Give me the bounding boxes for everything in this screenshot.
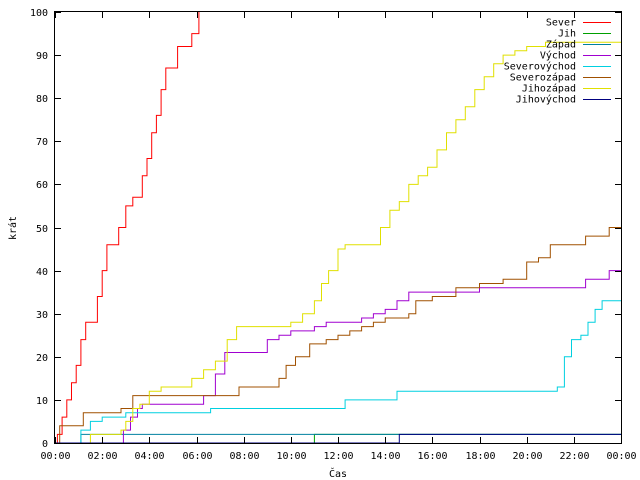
legend-label: Východ [540, 50, 576, 62]
legend-label: Západ [546, 39, 576, 51]
legend-label: Jihovýchod [516, 94, 576, 106]
x-axis-label: Čas [329, 467, 347, 480]
series-line-6 [55, 41, 621, 443]
series-line-2 [55, 433, 621, 443]
x-tick-label: 00:00 [606, 451, 636, 462]
y-axis-label: krát [7, 216, 19, 240]
legend-label: Jih [558, 29, 576, 40]
x-tick-label: 12:00 [323, 451, 353, 462]
x-tick-label: 06:00 [182, 451, 212, 462]
x-tick-label: 04:00 [134, 451, 164, 462]
y-tick-label: 10 [36, 396, 48, 407]
y-tick-label: 30 [36, 310, 48, 321]
legend-label: Sever [546, 18, 576, 29]
y-tick-label: 0 [42, 439, 48, 450]
x-tick-label: 08:00 [229, 451, 259, 462]
y-tick-label: 100 [30, 8, 48, 19]
x-tick-label: 10:00 [276, 451, 306, 462]
tick-layer: 0 10 20 30 40 50 60 70 80 90 100 00:00 02:00 04:00 06:… [30, 8, 637, 462]
legend-label: Severozápad [510, 72, 576, 84]
y-tick-label: 20 [36, 353, 48, 364]
x-tick-label: 02:00 [87, 451, 117, 462]
y-tick-label: 50 [36, 224, 48, 235]
legend-label: Severovýchod [504, 61, 576, 73]
y-tick-label: 70 [36, 137, 48, 148]
series-line-7 [55, 433, 621, 443]
series-line-3 [55, 270, 621, 443]
x-tick-label: 16:00 [417, 451, 447, 462]
series-line-5 [55, 227, 621, 443]
legend-label: Jihozápad [522, 83, 576, 95]
y-tick-label: 90 [36, 51, 48, 62]
series-line-4 [55, 300, 621, 443]
y-tick-label: 60 [36, 180, 48, 191]
x-tick-label: 00:00 [40, 451, 70, 462]
legend: SeverJihZápadVýchodSeverovýchodSeverozáp… [504, 18, 611, 106]
x-tick-label: 14:00 [370, 451, 400, 462]
series-line-0 [55, 12, 200, 443]
series-layer [55, 12, 621, 443]
y-tick-label: 80 [36, 94, 48, 105]
x-tick-label: 18:00 [465, 451, 495, 462]
y-tick-label: 40 [36, 267, 48, 278]
x-tick-label: 20:00 [512, 451, 542, 462]
plot-frame [54, 11, 622, 444]
x-tick-label: 22:00 [559, 451, 589, 462]
